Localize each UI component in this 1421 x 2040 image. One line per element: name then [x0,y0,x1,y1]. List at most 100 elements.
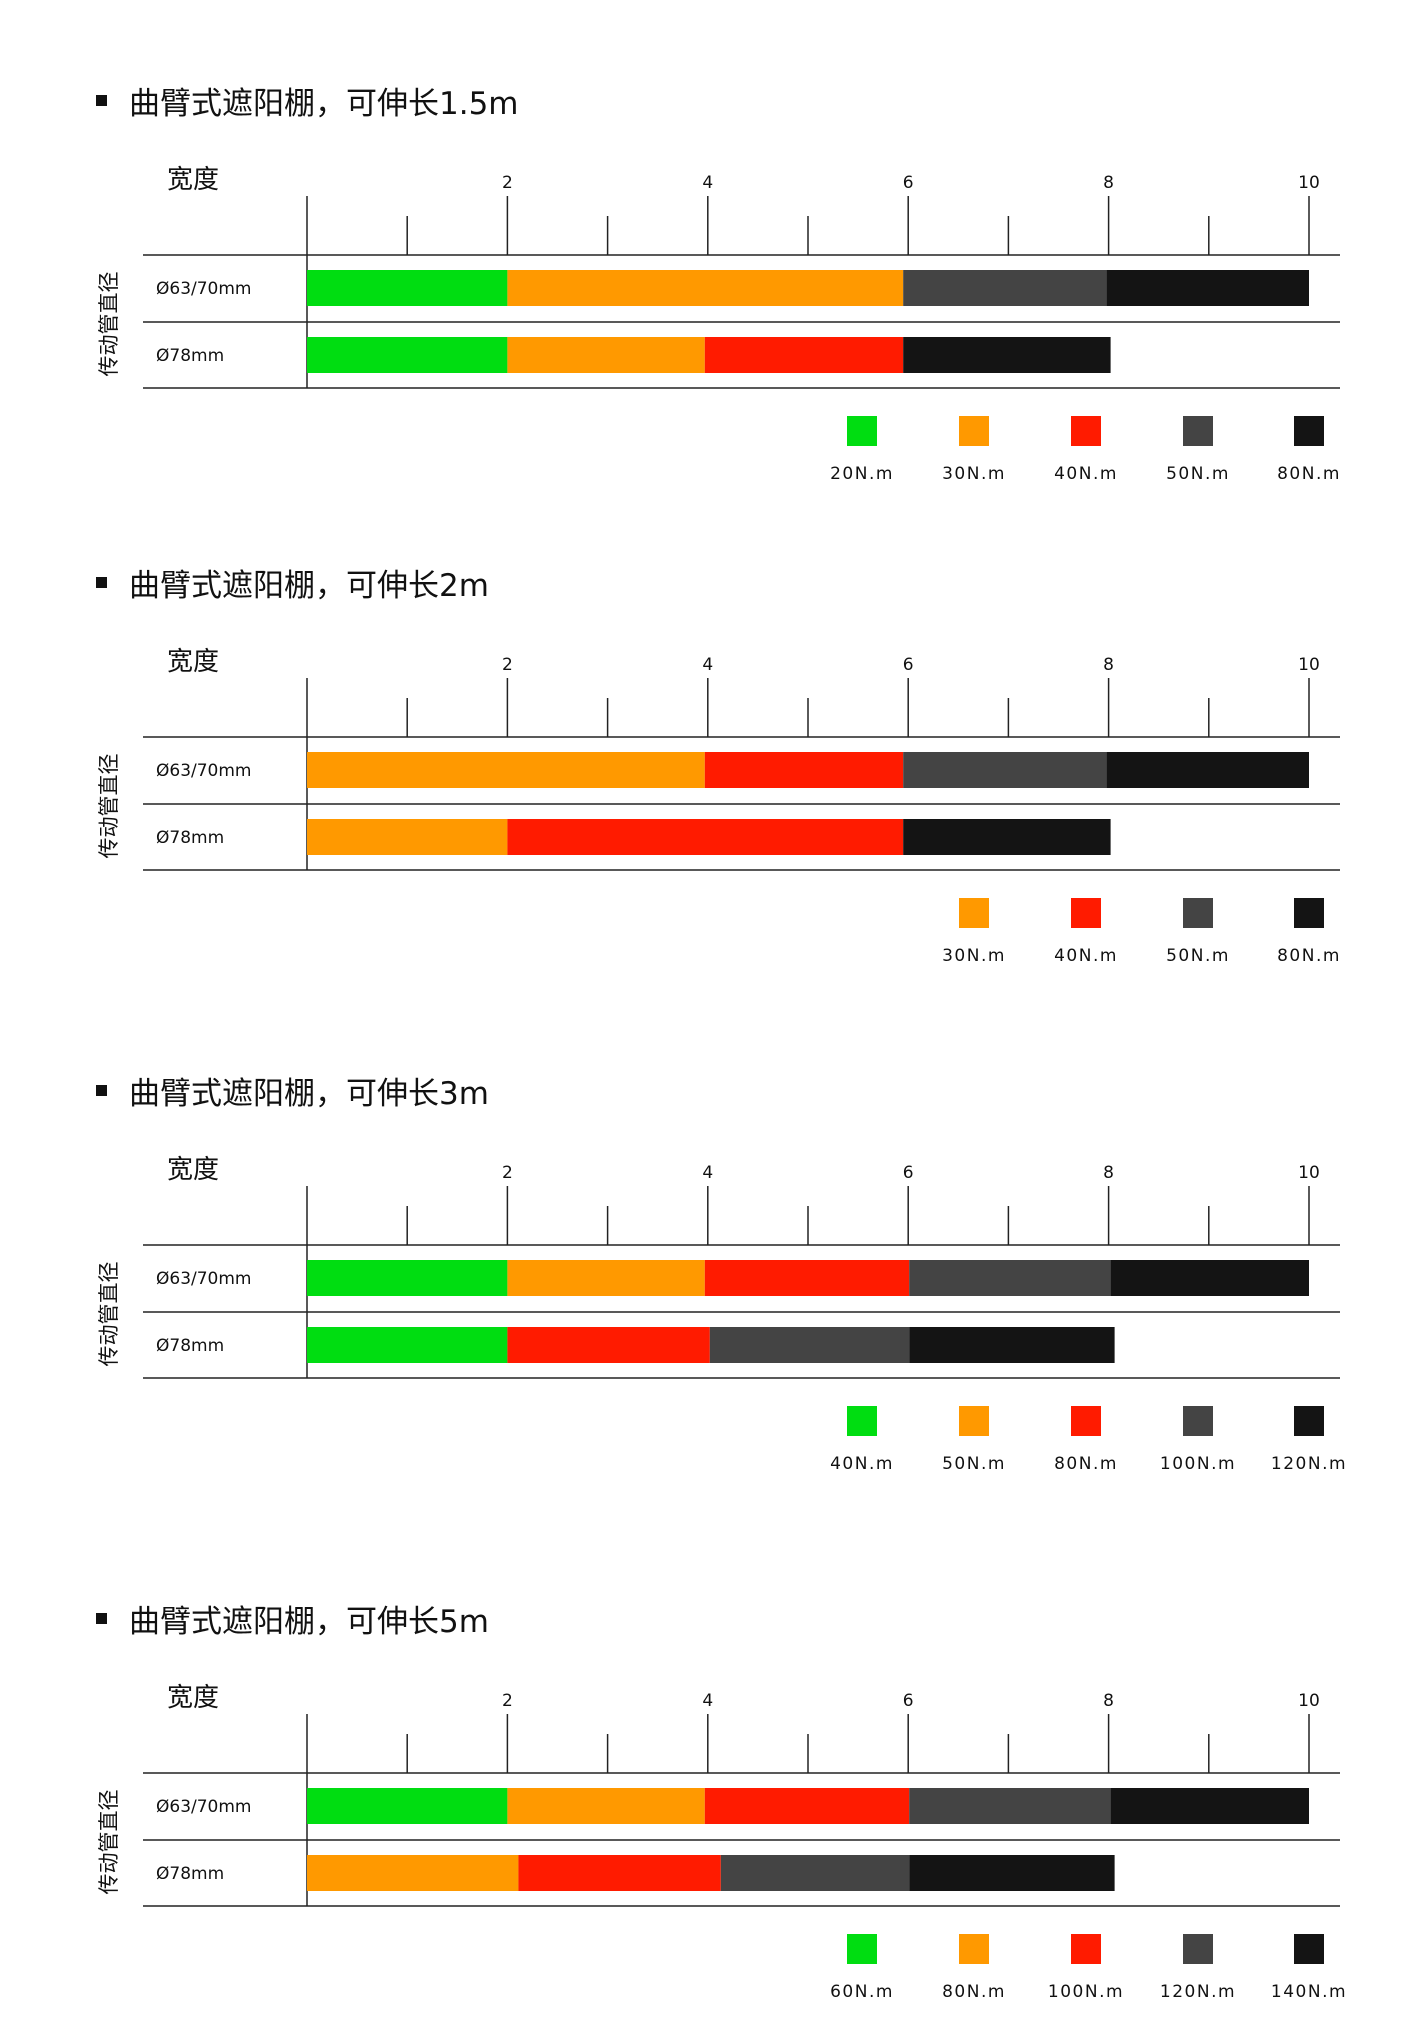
bar-segment [307,1260,508,1296]
legend-label: 20N.m [830,464,894,484]
legend-swatch [1183,1934,1213,1964]
legend-swatch [959,898,989,928]
legend-label: 100N.m [1048,1982,1124,2002]
legend-label: 80N.m [1277,946,1341,966]
legend-label: 30N.m [942,464,1006,484]
square-bullet-icon [96,1613,107,1624]
legend-label: 40N.m [1054,464,1118,484]
square-bullet-icon [96,577,107,588]
bar-segment [704,1260,910,1296]
x-tick-label: 10 [1298,173,1320,193]
legend-label: 60N.m [830,1982,894,2002]
chart-title-text: 曲臂式遮阳棚，可伸长5m [129,1604,489,1640]
legend-swatch [1183,416,1213,446]
bar-segment [307,337,508,373]
legend-swatch [1071,416,1101,446]
x-tick-label: 6 [903,1691,914,1711]
bar-segment [307,1327,508,1363]
legend-label: 120N.m [1160,1982,1236,2002]
row-label: Ø78mm [156,1864,224,1884]
x-tick-label: 8 [1103,1691,1114,1711]
legend-label: 30N.m [942,946,1006,966]
bar-segment [1110,1260,1309,1296]
x-tick-label: 6 [903,655,914,675]
x-tick-label: 8 [1103,1163,1114,1183]
bar-segment [307,270,508,306]
y-axis-label: 传动管直径 [97,1262,121,1367]
bar-segment [507,1788,705,1824]
legend-swatch [1294,1934,1324,1964]
legend-swatch [959,1406,989,1436]
legend-label: 80N.m [1277,464,1341,484]
bar-segment [507,819,904,855]
chart-title-text: 曲臂式遮阳棚，可伸长1.5m [129,86,519,122]
bar-segment [704,1788,910,1824]
legend-label: 80N.m [1054,1454,1118,1474]
legend-label: 50N.m [1166,946,1230,966]
chart-title-text: 曲臂式遮阳棚，可伸长3m [129,1076,489,1112]
legend-label: 50N.m [1166,464,1230,484]
y-axis-label: 传动管直径 [97,1790,121,1895]
bar-segment [307,1855,519,1891]
legend-swatch [1183,898,1213,928]
bar-segment [909,1855,1115,1891]
chart-panel: 曲臂式遮阳棚，可伸长3m 宽度 传动管直径 2 4 6 8 10 Ø63/70mm Ø78mm 40… [0,990,1421,1474]
x-tick-label: 6 [903,173,914,193]
legend-swatch [847,416,877,446]
x-tick-label: 10 [1298,655,1320,675]
bar-segment [903,819,1111,855]
x-tick-label: 10 [1298,1163,1320,1183]
x-axis-label: 宽度 [167,165,219,195]
bar-segment [909,1788,1111,1824]
x-tick-label: 2 [502,655,513,675]
legend-label: 50N.m [942,1454,1006,1474]
legend-swatch [1294,1406,1324,1436]
bar-segment [909,1327,1115,1363]
x-tick-label: 4 [702,655,713,675]
chart-panel: 曲臂式遮阳棚，可伸长2m 宽度 传动管直径 2 4 6 8 10 Ø63/70mm Ø78mm 30… [0,482,1421,966]
x-axis-label: 宽度 [167,647,219,677]
square-bullet-icon [96,95,107,106]
legend-label: 80N.m [942,1982,1006,2002]
chart-title: 曲臂式遮阳棚，可伸长1.5m [96,78,519,123]
legend-swatch [959,416,989,446]
row-label: Ø78mm [156,828,224,848]
legend-label: 100N.m [1160,1454,1236,1474]
x-tick-label: 8 [1103,173,1114,193]
legend-swatch [847,1406,877,1436]
legend-swatch [847,1934,877,1964]
x-tick-label: 2 [502,1163,513,1183]
row-label: Ø63/70mm [156,761,252,781]
legend-swatch [959,1934,989,1964]
chart-title: 曲臂式遮阳棚，可伸长2m [96,560,489,605]
x-axis-label: 宽度 [167,1155,219,1185]
bar-segment [507,1260,705,1296]
y-axis-label: 传动管直径 [97,272,121,377]
row-label: Ø63/70mm [156,1797,252,1817]
row-label: Ø63/70mm [156,1269,252,1289]
x-tick-label: 4 [702,173,713,193]
legend-label: 140N.m [1271,1982,1347,2002]
bar-segment [507,270,904,306]
bar-segment [1110,1788,1309,1824]
chart-title: 曲臂式遮阳棚，可伸长3m [96,1068,489,1113]
legend-label: 120N.m [1271,1454,1347,1474]
x-tick-label: 2 [502,1691,513,1711]
square-bullet-icon [96,1085,107,1096]
x-tick-label: 2 [502,173,513,193]
legend-swatch [1183,1406,1213,1436]
chart-panel: 曲臂式遮阳棚，可伸长5m 宽度 传动管直径 2 4 6 8 10 Ø63/70mm Ø78mm 60… [0,1518,1421,2002]
chart-title-text: 曲臂式遮阳棚，可伸长2m [129,568,489,604]
legend-swatch [1294,416,1324,446]
bar-segment [903,752,1107,788]
bar-segment [1106,270,1309,306]
bar-segment [507,1327,710,1363]
x-tick-label: 6 [903,1163,914,1183]
legend-swatch [1294,898,1324,928]
bar-segment [704,752,904,788]
